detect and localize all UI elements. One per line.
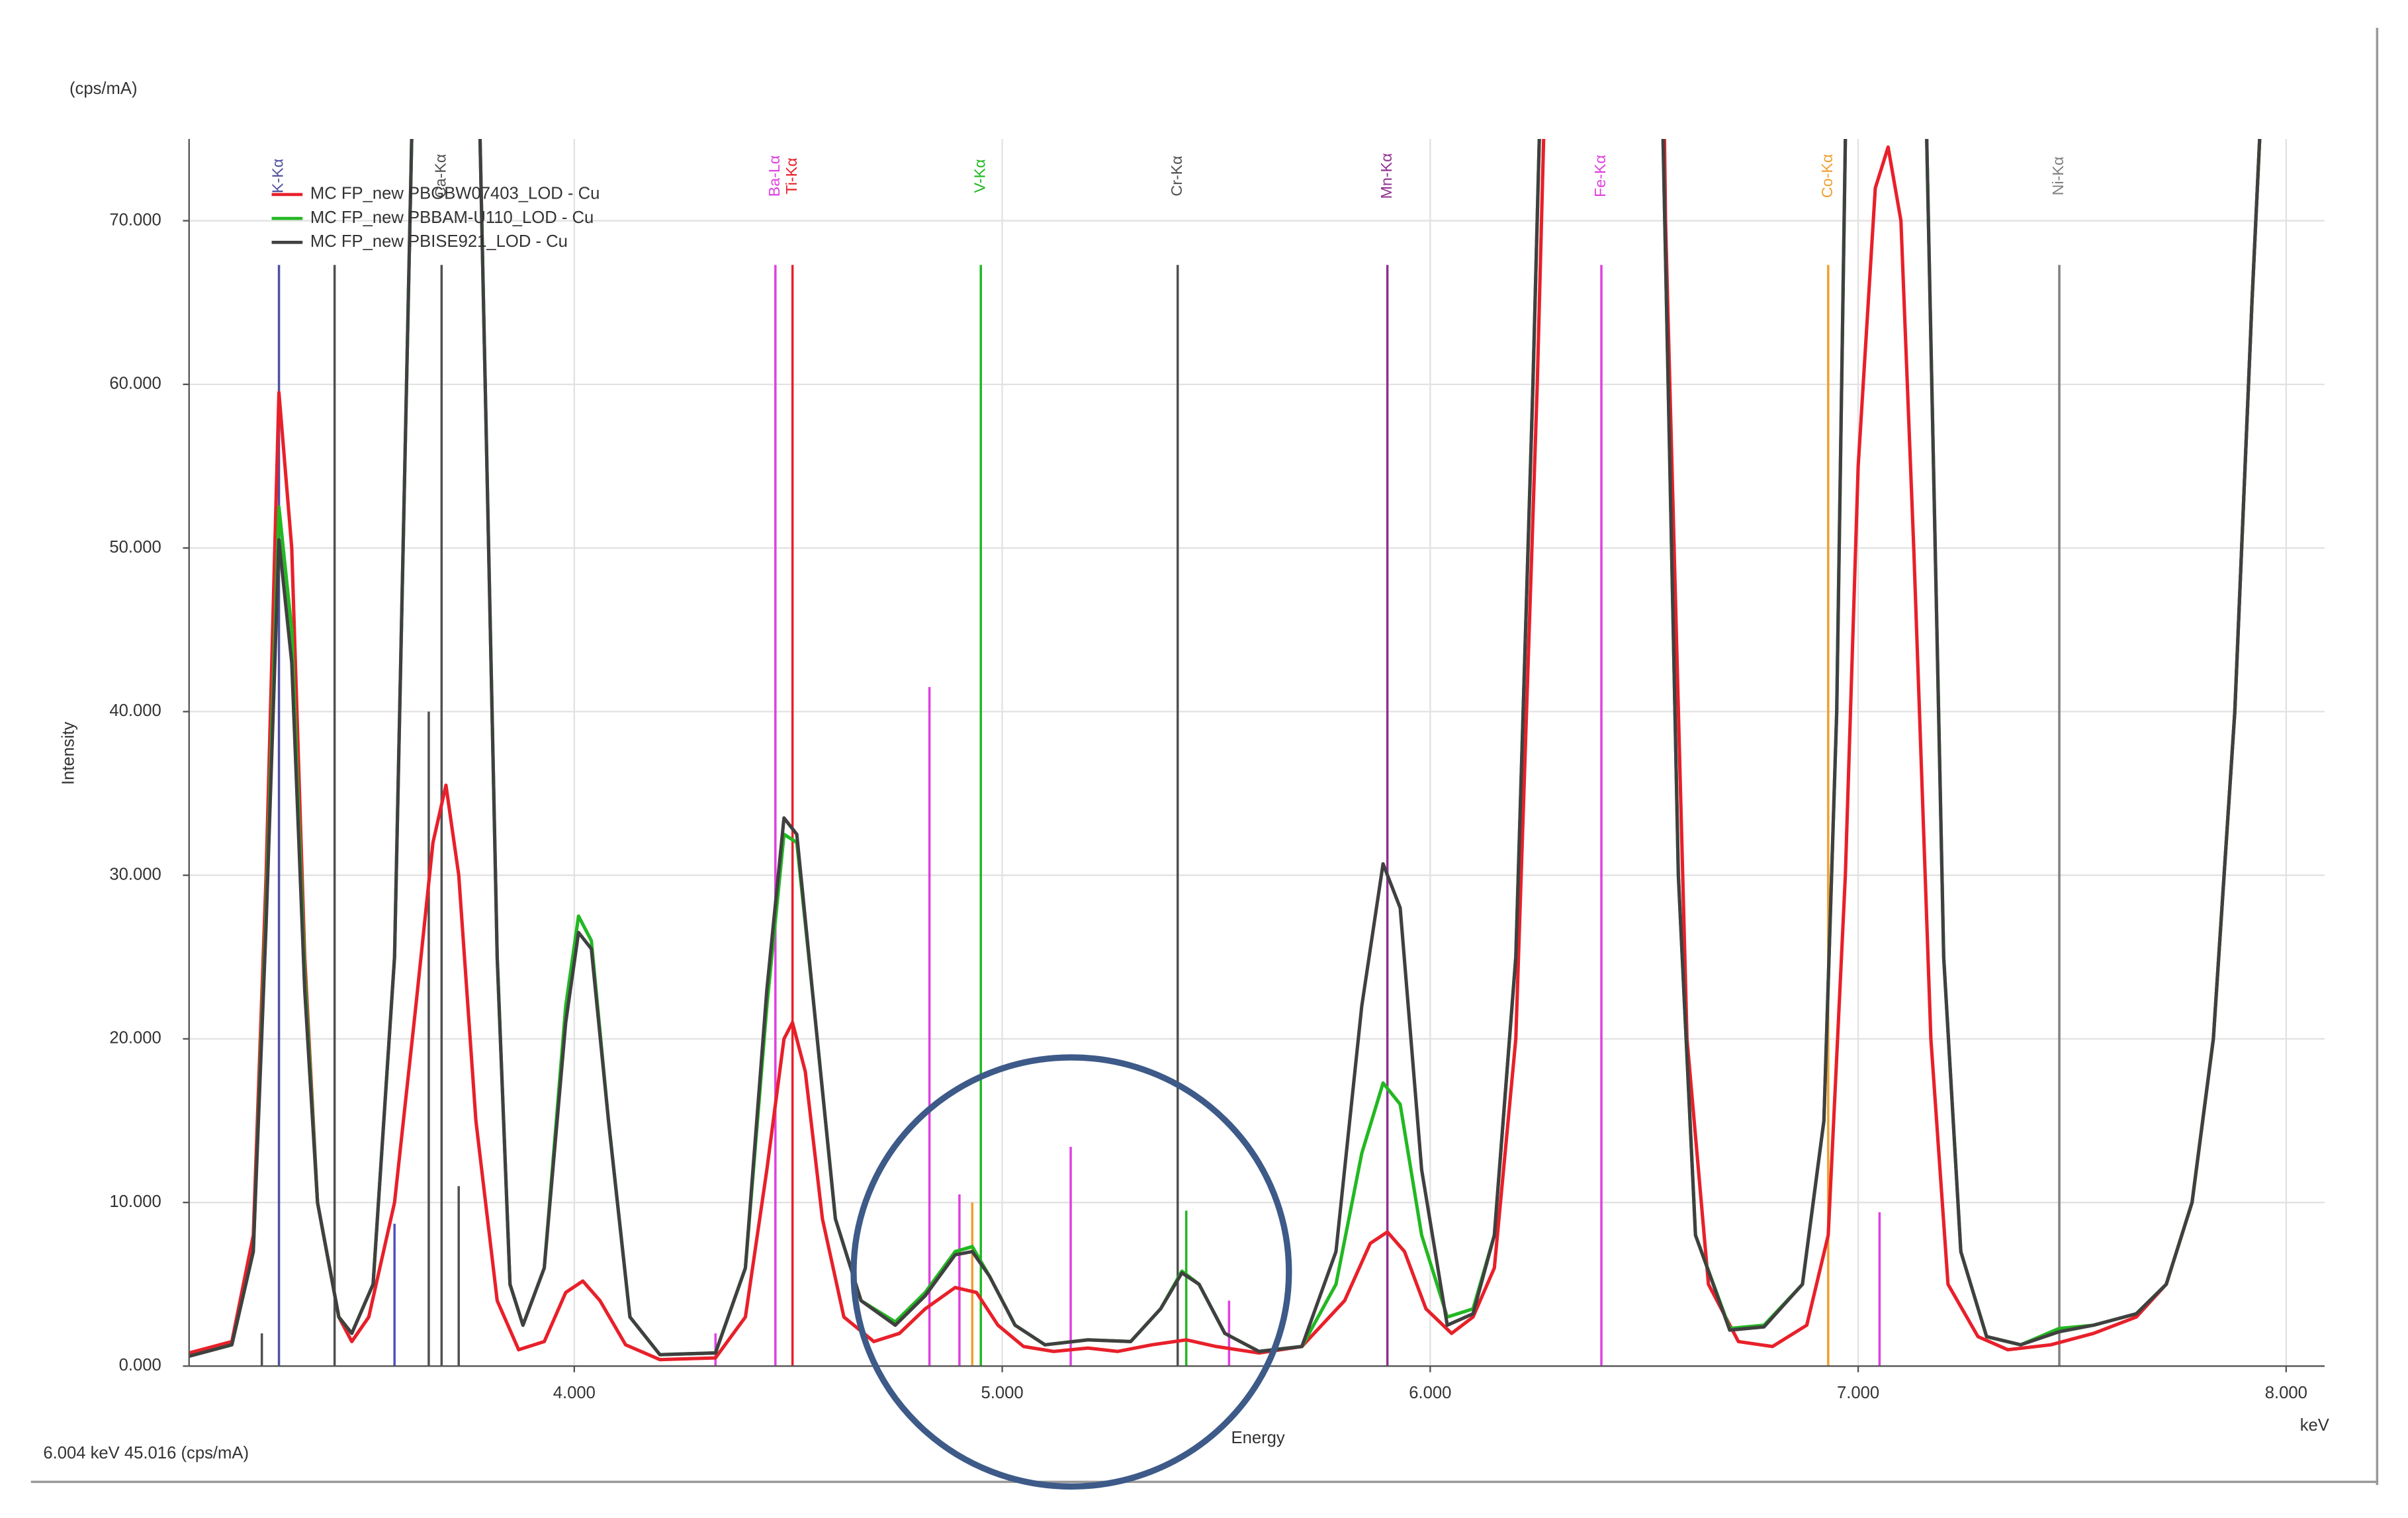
status-readout: 6.004 keV 45.016 (cps/mA) xyxy=(43,1444,249,1462)
y-tick-label: 30.000 xyxy=(109,865,161,883)
legend: MC FP_new PBISE921_LOD - Cu MC FP_new PBB… xyxy=(271,185,600,251)
spectra xyxy=(189,138,2262,1362)
element-label: Ca-Kα xyxy=(431,154,449,199)
spectrum-line xyxy=(189,138,2262,1358)
y-tick-label: 60.000 xyxy=(109,375,161,393)
grid xyxy=(189,138,2325,1367)
element-label: Ti-Kα xyxy=(783,157,800,194)
highlight-circle xyxy=(850,1054,1292,1490)
x-tick-label: 8.000 xyxy=(2265,1384,2307,1402)
x-tick-label: 5.000 xyxy=(981,1384,1023,1402)
y-tick-label: 70.000 xyxy=(109,210,161,229)
element-label: Cr-Kα xyxy=(1168,156,1185,196)
y-unit: (cps/mA) xyxy=(69,79,138,98)
spectrum-line xyxy=(189,138,2262,1362)
element-label: V-Kα xyxy=(971,159,988,193)
legend-label: MC FP_new PBBAM-U110_LOD - Cu xyxy=(310,208,594,227)
element-markers xyxy=(260,265,2061,1366)
x-tick-label: 7.000 xyxy=(1837,1384,1879,1402)
spectrum-line xyxy=(189,138,2262,1358)
element-label: Ni-Kα xyxy=(2049,157,2067,196)
element-label: Mn-Kα xyxy=(1378,153,1395,199)
element-label: K-Kα xyxy=(269,159,287,193)
legend-label: MC FP_new PBGBW07403_LOD - Cu xyxy=(310,185,600,203)
y-axis-label: Intensity xyxy=(60,721,78,785)
x-unit: keV xyxy=(2300,1416,2329,1435)
legend-label: MC FP_new PBISE921_LOD - Cu xyxy=(310,232,568,251)
x-tick-label: 6.000 xyxy=(1409,1384,1451,1402)
axes: 0.000 10.000 20.000 30.000 40.000 50.000 60.00… xyxy=(109,138,2325,1402)
x-tick-label: 4.000 xyxy=(553,1384,596,1402)
y-tick-label: 0.000 xyxy=(119,1356,161,1374)
y-tick-label: 20.000 xyxy=(109,1029,161,1048)
y-tick-label: 40.000 xyxy=(109,701,161,720)
y-tick-label: 50.000 xyxy=(109,538,161,557)
element-label: Ba-Lα xyxy=(766,156,783,197)
element-label: Fe-Kα xyxy=(1591,155,1609,197)
element-label: Co-Kα xyxy=(1818,154,1836,199)
y-tick-label: 10.000 xyxy=(109,1192,161,1211)
x-axis-label: Energy xyxy=(1231,1429,1285,1447)
